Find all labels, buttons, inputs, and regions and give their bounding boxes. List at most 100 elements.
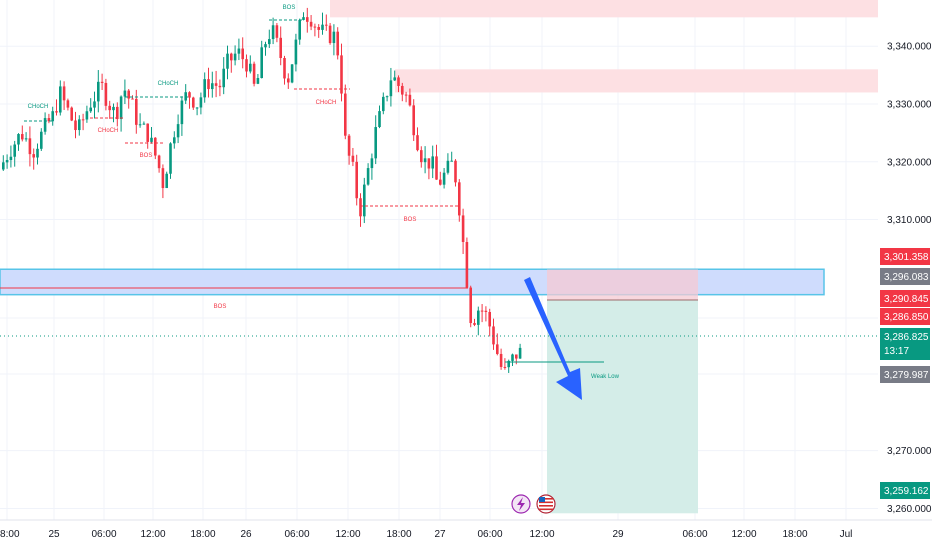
candle-body [492,326,495,345]
candle-body [317,27,320,30]
candle-body [450,160,453,162]
price-tag [880,290,930,307]
y-tick-label: 3,340.000 [887,42,932,53]
candle-body [85,111,89,120]
candle-body [313,26,317,28]
candle-body [131,98,134,100]
candle-body [294,39,298,65]
candle-body [385,96,389,98]
candle-body [465,242,469,288]
candle-body [47,118,51,122]
price-tag-label: 3,279.987 [884,370,929,381]
x-tick-label: 06:00 [477,529,502,540]
candle-body [507,360,510,368]
candle-body [43,118,47,132]
candle-body [207,79,210,90]
annotations: CHoCH CHoCH BOS CHoCH BOS CHoCH BOS BOS Weak Low [28,5,620,380]
candle-body [241,48,244,60]
candle-body [344,93,347,136]
annotation-label: CHoCH [98,128,119,134]
candle-body [173,137,176,144]
candle-body [62,86,66,101]
zones [0,0,878,514]
price-tag [880,328,930,360]
price-tag [880,308,930,325]
candle-body [123,90,127,97]
candle-body [302,17,305,20]
price-tag-label: 3,286.825 [884,332,929,343]
x-tick-label: 27 [434,529,446,540]
candle-body [256,78,260,84]
candle-body [100,81,104,83]
candle-body [119,96,123,120]
time-axis: 18:00 25 06:00 12:00 18:00 26 06:00 12:00 18:00 2… [0,519,932,540]
candle-body [298,19,301,40]
candle-body [416,135,419,151]
candle-body [5,160,9,163]
candle-body [169,143,172,174]
candle-body [355,161,358,199]
candle-body [518,347,522,359]
candle-body [59,86,62,113]
candle-body [290,64,294,83]
candle-body [93,101,96,108]
candle-body [275,25,279,38]
candle-body [264,44,267,48]
candle-body [363,184,366,217]
candle-body [70,107,73,121]
candle-body [420,150,423,163]
price-tag-label: 3,286.850 [884,312,929,323]
candle-body [382,96,385,112]
price-tags: 3,301.358 3,296.083 3,290.845 3,286.850 3,28… [880,248,930,499]
candle-body [180,100,184,125]
candle-body [199,97,203,108]
candle-body [306,17,309,22]
candle-body [332,31,336,44]
position-stop-zone [547,269,698,300]
candle-body [283,58,286,79]
position-target-zone [547,299,698,514]
candle-body [328,25,332,44]
annotation-label: BOS [214,304,227,310]
candle-body [245,59,248,72]
candle-body [154,137,157,156]
candle-body [237,48,241,54]
annotation-label: Weak Low [591,374,620,380]
candle-body [473,323,476,325]
x-tick-label: 12:00 [140,529,165,540]
candle-body [218,85,222,88]
candle-body [496,344,499,354]
candle-body [150,137,153,142]
lightning-bolt [517,497,525,511]
demand-zone-blue [0,268,825,296]
candle-body [17,134,20,145]
candle-body [488,311,491,327]
overlay [511,277,582,514]
price-tag [880,268,930,285]
candle-body [439,179,442,185]
flag-stripe [539,501,553,504]
price-tag [880,482,930,499]
candle-body [21,134,24,140]
candle-body [503,366,507,368]
candle-body [378,111,381,128]
candle-body [268,39,271,45]
candle-body [226,53,229,69]
structure-lines [0,19,878,363]
candle-body [442,172,446,185]
x-tick-label: 18:00 [386,529,411,540]
y-tick-label: 3,260.000 [887,504,932,515]
candle-body [165,173,168,189]
supply-zone-top [330,0,878,18]
candle-body [40,131,43,149]
candle-body [374,127,377,159]
candle-body [336,31,339,56]
annotation-label: BOS [283,5,296,11]
candle-body [480,310,484,312]
candle-body [157,155,161,169]
candle-body [104,82,108,106]
candle-body [404,94,408,96]
candle-body [408,94,412,106]
